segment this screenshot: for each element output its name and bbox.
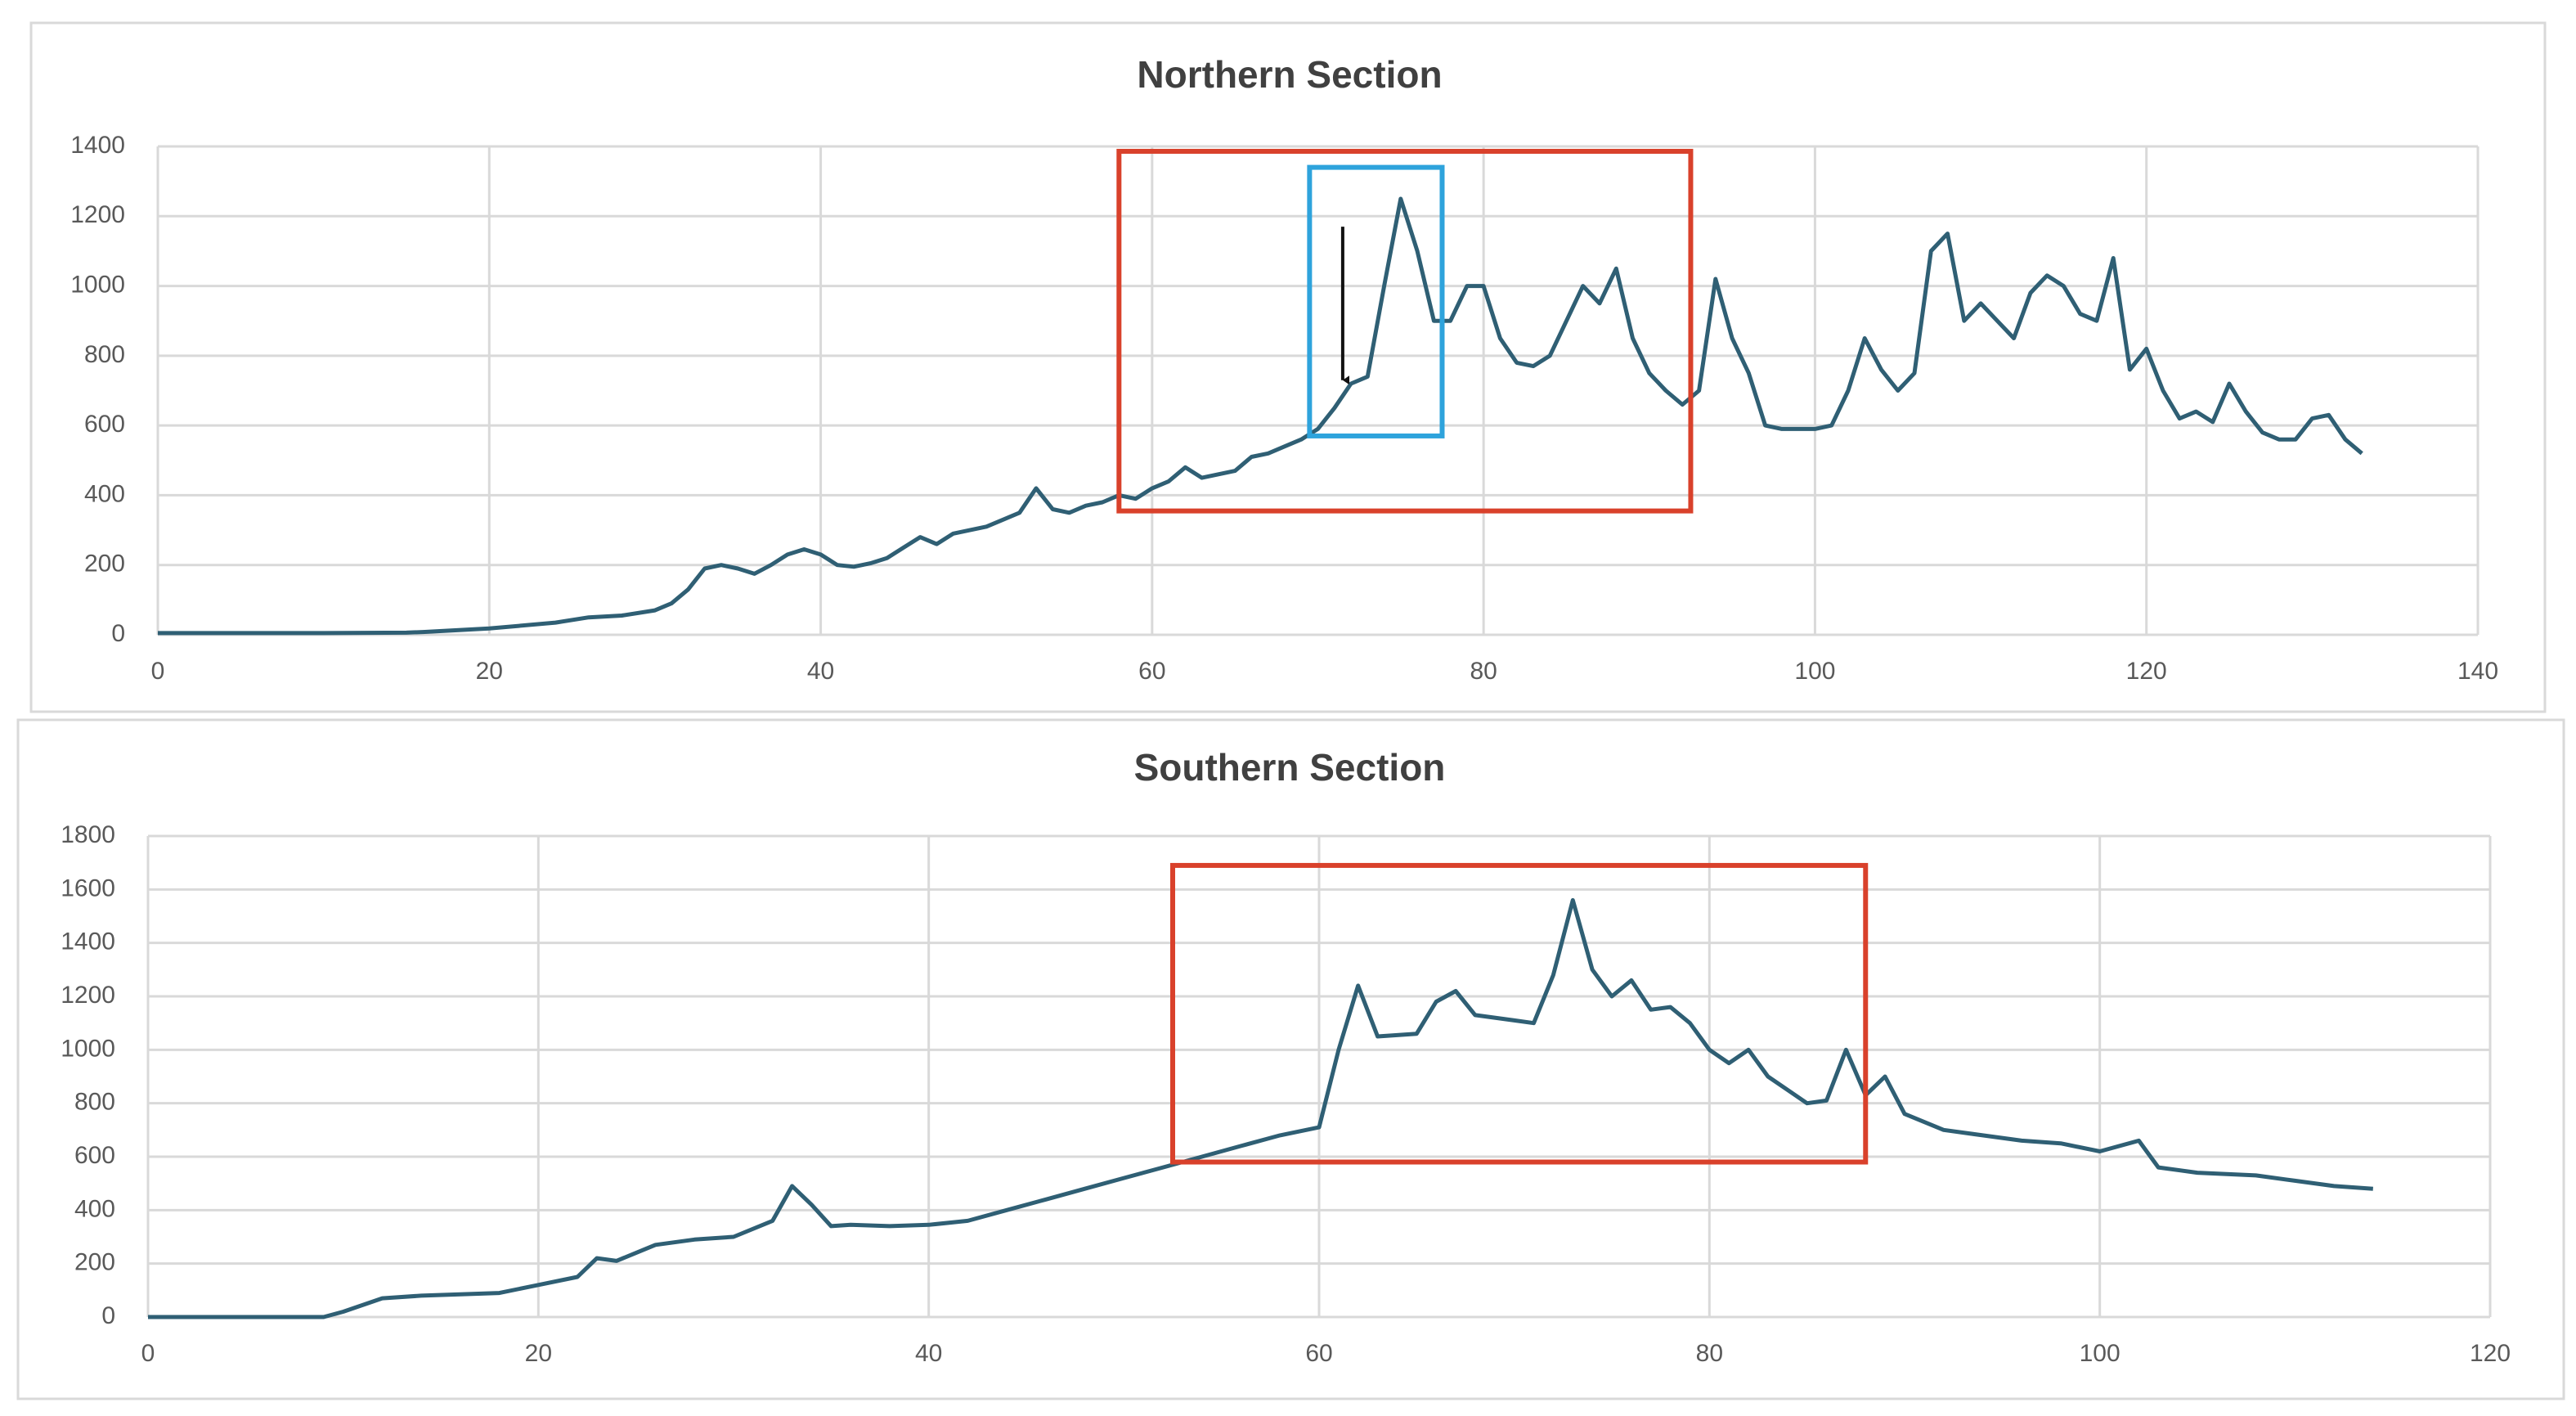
y-tick-label: 400 — [84, 480, 125, 507]
y-tick-label: 1400 — [61, 928, 115, 955]
x-tick-label: 80 — [1696, 1340, 1723, 1367]
y-tick-label: 0 — [111, 620, 125, 647]
x-tick-label: 60 — [1138, 658, 1165, 685]
data-line — [148, 897, 2373, 1319]
x-tick-label: 0 — [151, 658, 165, 685]
data-line — [158, 196, 2363, 636]
y-tick-label: 1400 — [70, 132, 125, 159]
chart-title: Northern Section — [1137, 53, 1442, 96]
y-tick-label: 1200 — [61, 982, 115, 1009]
panel-border — [16, 718, 2565, 1400]
x-tick-label: 80 — [1470, 658, 1497, 685]
y-tick-label: 1200 — [70, 201, 125, 228]
y-tick-label: 0 — [101, 1302, 115, 1329]
x-tick-label: 140 — [2457, 658, 2498, 685]
y-tick-label: 800 — [84, 341, 125, 368]
highlight-box — [1307, 164, 1445, 438]
x-tick-label: 20 — [525, 1340, 552, 1367]
x-tick-label: 40 — [807, 658, 834, 685]
x-tick-label: 120 — [2126, 658, 2167, 685]
x-tick-label: 120 — [2470, 1340, 2511, 1367]
x-tick-label: 60 — [1305, 1340, 1332, 1367]
y-tick-label: 200 — [84, 551, 125, 578]
x-tick-label: 100 — [1794, 658, 1835, 685]
y-tick-label: 1600 — [61, 874, 115, 901]
highlight-box — [1170, 862, 1869, 1165]
y-tick-label: 600 — [84, 411, 125, 438]
y-tick-label: 600 — [74, 1142, 115, 1169]
y-tick-label: 800 — [74, 1089, 115, 1116]
x-tick-label: 0 — [141, 1340, 155, 1367]
y-tick-label: 1800 — [61, 821, 115, 848]
y-tick-label: 400 — [74, 1195, 115, 1222]
highlight-box — [1116, 148, 1694, 514]
y-tick-label: 1000 — [70, 271, 125, 298]
y-tick-label: 200 — [74, 1249, 115, 1276]
x-tick-label: 20 — [476, 658, 503, 685]
x-tick-label: 40 — [915, 1340, 942, 1367]
chart-title: Southern Section — [1134, 746, 1446, 789]
x-tick-label: 100 — [2080, 1340, 2120, 1367]
y-tick-label: 1000 — [61, 1035, 115, 1062]
panel-border — [29, 21, 2547, 713]
